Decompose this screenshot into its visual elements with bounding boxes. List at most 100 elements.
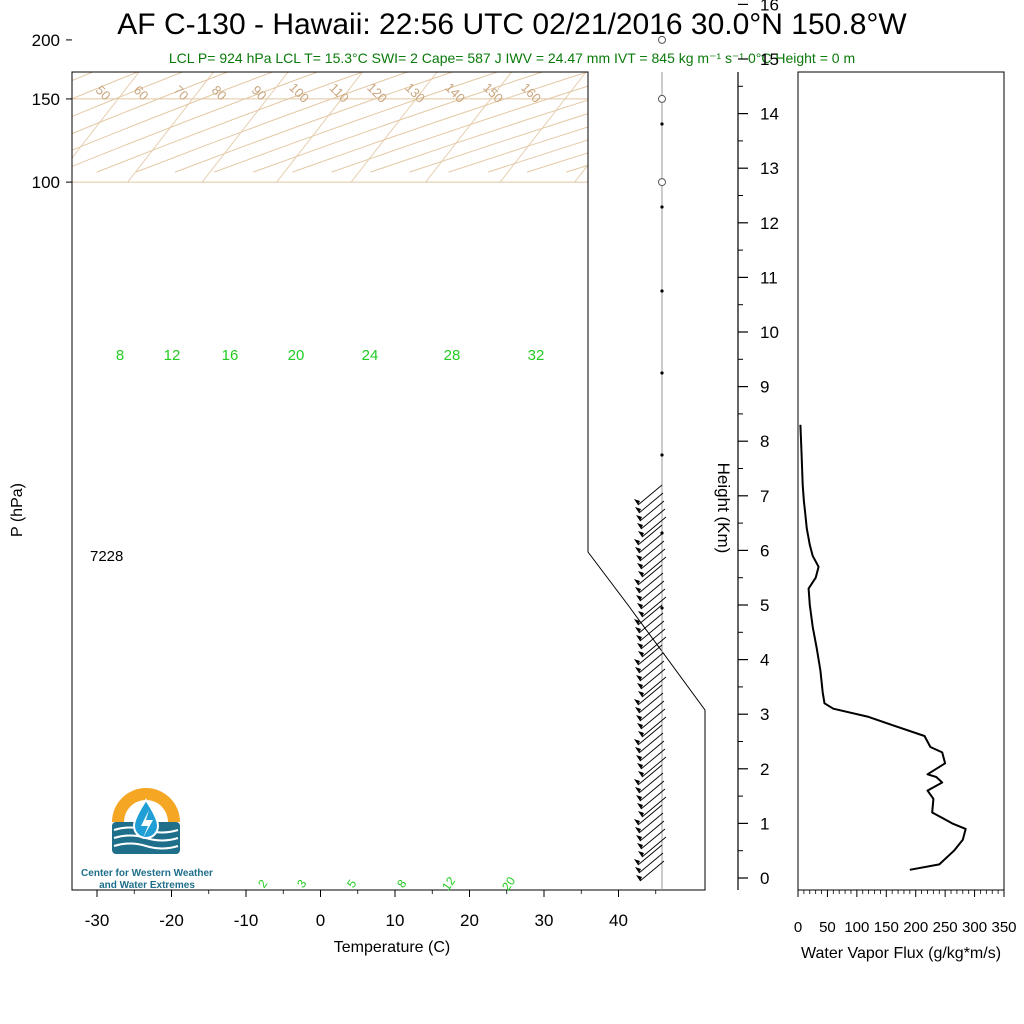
dry-adiabat-line <box>723 0 1024 172</box>
wind-barb-flag <box>636 595 642 601</box>
x-tick-label: 30 <box>535 911 554 930</box>
dry-adiabat-line <box>409 72 705 173</box>
mixing-ratio-line <box>890 0 1024 11</box>
wind-barb <box>641 716 667 738</box>
x-tick-label: 10 <box>386 911 405 930</box>
isotherm-line <box>798 0 1024 182</box>
wind-barb <box>637 604 663 626</box>
wind-barb-flag <box>635 507 641 513</box>
wv-x-tick-label: 300 <box>962 919 987 936</box>
mixing-ratio-label: 3 <box>294 877 309 891</box>
height-tick-label: 13 <box>760 159 779 178</box>
wind-barb-flag <box>638 651 644 657</box>
wind-calm-circle <box>658 94 666 103</box>
wind-barb <box>640 588 666 610</box>
height-tick-label: 10 <box>760 323 779 342</box>
wv-x-tick-label: 0 <box>794 919 802 936</box>
wind-barb <box>637 684 663 706</box>
dry-adiabat-line <box>72 72 705 173</box>
wind-barb <box>639 700 665 722</box>
wind-barb <box>638 612 664 634</box>
wv-x-tick-label: 200 <box>903 919 928 936</box>
mixing-ratio-label: 20 <box>288 347 305 364</box>
height-tick-label: 1 <box>760 814 769 833</box>
isotherm-line <box>574 72 705 183</box>
wind-barb <box>638 492 664 514</box>
dry-adiabat-line <box>72 72 705 173</box>
wind-barb-flag <box>636 875 642 881</box>
wind-barb-flag <box>637 523 643 529</box>
wind-barb-flag <box>635 707 641 713</box>
dry-adiabat-line <box>72 72 705 173</box>
height-tick-label: 11 <box>760 268 778 287</box>
wind-barb-flag <box>636 515 642 521</box>
height-tick-label: 2 <box>760 760 769 779</box>
wind-barb-flag <box>634 699 640 705</box>
wv-x-tick-label: 250 <box>933 919 958 936</box>
dry-adiabat-line <box>605 72 705 173</box>
wind-barb <box>637 764 663 786</box>
wind-barbs <box>634 35 667 890</box>
wind-barb <box>639 540 665 562</box>
wind-barb <box>638 732 664 754</box>
wind-barb <box>639 660 665 682</box>
height-axis-label: Height (Km) <box>714 463 733 554</box>
mixing-ratio-line <box>812 0 1024 11</box>
wind-barb <box>638 772 664 794</box>
mixing-ratio-line <box>933 0 1024 11</box>
wind-barb <box>641 516 667 538</box>
mixing-ratio-line <box>972 0 1024 11</box>
wv-panel-frame <box>797 71 1005 891</box>
x-tick-label: -10 <box>234 911 259 930</box>
dry-adiabat-line <box>292 72 705 173</box>
logo-text-line2: and Water Extremes <box>99 880 195 891</box>
wind-barb-flag <box>635 827 641 833</box>
wv-flux-line <box>799 424 967 871</box>
wind-barb-flag <box>638 811 644 817</box>
wind-barb <box>638 532 664 554</box>
wind-calm-circle <box>658 35 666 44</box>
height-tick-label: 5 <box>760 596 769 615</box>
wind-barb <box>637 844 663 866</box>
height-tick-label: 14 <box>760 105 779 124</box>
x-tick-label: 20 <box>460 911 479 930</box>
wind-barb-flag <box>637 603 643 609</box>
wind-barb <box>637 524 663 546</box>
wind-barb-flag <box>635 747 641 753</box>
wv-x-axis-label: Water Vapor Flux (g/kg*m/s) <box>801 945 1001 962</box>
wind-barb-flag <box>638 571 644 577</box>
wind-barb <box>641 756 667 778</box>
wind-barb <box>640 628 666 650</box>
wind-barb-flag <box>637 723 643 729</box>
dry-adiabat-line <box>72 72 705 173</box>
isotherm-line <box>873 0 1024 182</box>
wind-barb <box>639 820 665 842</box>
wind-barb <box>641 556 667 578</box>
isobar-lines <box>72 98 705 183</box>
wind-barb <box>640 788 666 810</box>
isotherm-line <box>201 72 579 183</box>
wv-x-tick-label: 350 <box>991 919 1016 936</box>
wind-barb-flag <box>637 763 643 769</box>
wind-barb-flag <box>636 835 642 841</box>
height-tick-label: 12 <box>760 214 779 233</box>
height-tick-label: 4 <box>760 651 769 670</box>
wind-barb <box>637 564 663 586</box>
dry-adiabat-line <box>331 72 705 173</box>
dry-adiabat-label: 120 <box>364 80 390 106</box>
dry-adiabat-line <box>487 72 705 173</box>
wind-dot <box>660 371 664 375</box>
skewt-border <box>71 71 706 891</box>
dry-adiabat-label: 140 <box>442 80 468 106</box>
wind-barb-flag <box>636 675 642 681</box>
wind-barb-flag <box>638 771 644 777</box>
wind-barb <box>638 852 664 874</box>
wind-barb-flag <box>637 803 643 809</box>
x-axis-label: Temperature (C) <box>334 939 450 956</box>
dry-adiabat-line <box>683 72 705 173</box>
wind-barb-flag <box>636 635 642 641</box>
wind-dot <box>660 205 664 209</box>
mixing-ratio-label: 12 <box>164 347 181 364</box>
wind-dot <box>660 122 664 126</box>
